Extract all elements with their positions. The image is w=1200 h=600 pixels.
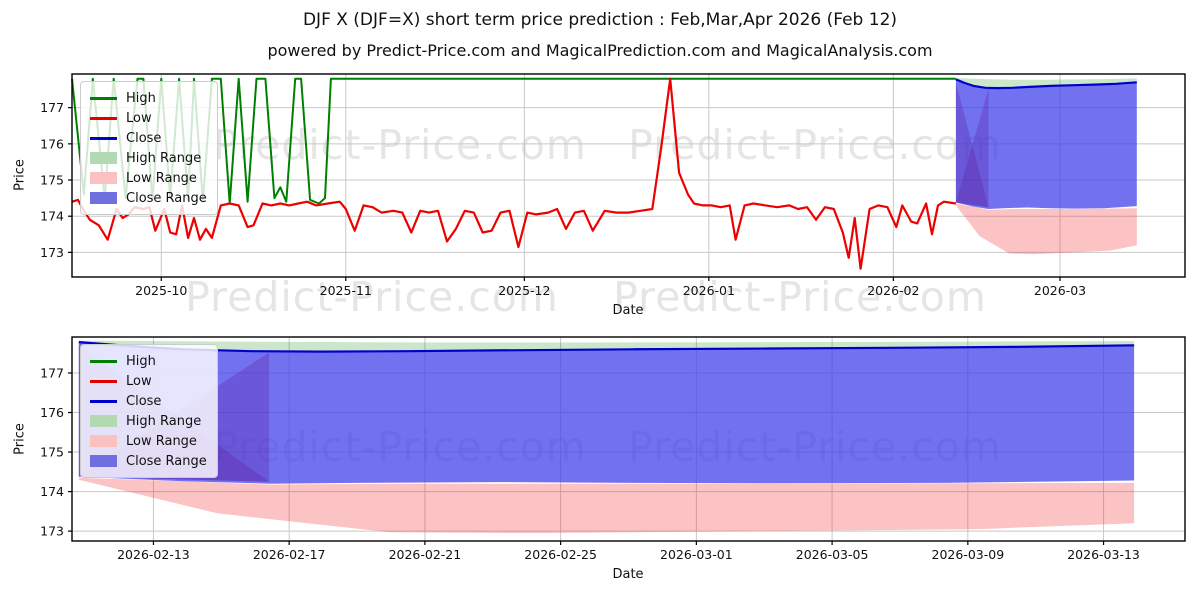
fan-overlay-down: [955, 82, 989, 208]
low-line: [71, 77, 957, 270]
legend-item-label: High: [126, 353, 156, 369]
y-tick-label: 174: [40, 209, 64, 224]
x-tick-label: 2026-03: [1034, 283, 1086, 298]
legend-line-sample: [90, 359, 117, 363]
x-axis-label-bottom: Date: [612, 567, 644, 582]
legend-patch-sample: [90, 152, 117, 164]
low-range-area: [955, 203, 1137, 255]
x-tick-label: 2026-03-01: [660, 547, 733, 562]
legend-item-label: Close: [126, 130, 162, 146]
high-range-area: [955, 78, 1137, 89]
legend-item-label: Low Range: [126, 170, 197, 186]
x-tick-label: 2026-03-05: [796, 547, 869, 562]
legend-item-label: Low: [126, 373, 152, 389]
chart-subtitle: powered by Predict-Price.com and Magical…: [267, 41, 933, 60]
legend-item-close: Close: [90, 128, 207, 148]
legend-patch-sample: [90, 455, 117, 467]
close-range-area: [955, 79, 1137, 210]
legend-item-high-range: High Range: [90, 411, 207, 431]
legend-item-label: Low Range: [126, 433, 197, 449]
legend-item-label: High Range: [126, 413, 202, 429]
legend-line-sample: [90, 399, 117, 403]
fan-overlay-up: [955, 88, 989, 208]
legend-patch-sample: [90, 435, 117, 447]
legend-item-close-range: Close Range: [90, 188, 207, 208]
x-tick-label: 2026-03-13: [1067, 547, 1140, 562]
legend-item-close: Close: [90, 391, 207, 411]
legend-patch-sample: [90, 172, 117, 184]
y-tick-label: 174: [40, 484, 64, 499]
legend-item-label: Low: [126, 110, 152, 126]
y-tick-label: 173: [40, 524, 64, 539]
x-tick-label: 2025-11: [320, 283, 372, 298]
y-tick-label: 175: [40, 173, 64, 188]
x-tick-label: 2025-12: [498, 283, 550, 298]
legend-top-chart: High Low Close High Range Low Range Close Ran…: [80, 81, 218, 215]
legend-patch-sample: [90, 192, 117, 204]
legend-item-label: High: [126, 90, 156, 106]
legend-line-sample: [90, 116, 117, 120]
y-tick-label: 176: [40, 136, 64, 151]
x-tick-label: 2026-02-25: [524, 547, 597, 562]
legend-item-low-range: Low Range: [90, 431, 207, 451]
legend-bottom-chart: High Low Close High Range Low Range Close Ran…: [80, 344, 218, 478]
y-tick-label: 173: [40, 245, 64, 260]
x-tick-label: 2026-03-09: [932, 547, 1005, 562]
y-tick-label: 175: [40, 445, 64, 460]
plot-frame: [71, 73, 1186, 278]
x-tick-label: 2026-02-13: [117, 547, 190, 562]
legend-item-low-range: Low Range: [90, 168, 207, 188]
legend-item-low: Low: [90, 108, 207, 128]
legend-item-label: High Range: [126, 150, 202, 166]
close-range-area: [78, 342, 1135, 484]
plot-frame: [71, 336, 1186, 542]
legend-line-sample: [90, 379, 117, 383]
legend-item-close-range: Close Range: [90, 451, 207, 471]
legend-item-high: High: [90, 351, 207, 371]
legend-item-label: Close Range: [126, 453, 207, 469]
x-tick-label: 2026-02: [867, 283, 919, 298]
legend-item-low: Low: [90, 371, 207, 391]
x-tick-label: 2026-02-17: [253, 547, 326, 562]
y-tick-label: 176: [40, 405, 64, 420]
legend-item-high: High: [90, 88, 207, 108]
chart-title: DJF X (DJF=X) short term price predictio…: [302, 10, 898, 30]
high-range-area: [78, 340, 1135, 352]
x-axis-label-top: Date: [612, 303, 644, 318]
low-range-area: [78, 477, 1135, 534]
legend-line-sample: [90, 96, 117, 100]
x-tick-label: 2025-10: [135, 283, 187, 298]
legend-line-sample: [90, 136, 117, 140]
x-tick-label: 2026-01: [683, 283, 735, 298]
legend-item-label: Close Range: [126, 190, 207, 206]
legend-patch-sample: [90, 415, 117, 427]
x-tick-label: 2026-02-21: [389, 547, 462, 562]
close-line: [955, 78, 1137, 90]
y-tick-label: 177: [40, 100, 64, 115]
legend-item-high-range: High Range: [90, 148, 207, 168]
y-tick-label: 177: [40, 365, 64, 380]
legend-item-label: Close: [126, 393, 162, 409]
